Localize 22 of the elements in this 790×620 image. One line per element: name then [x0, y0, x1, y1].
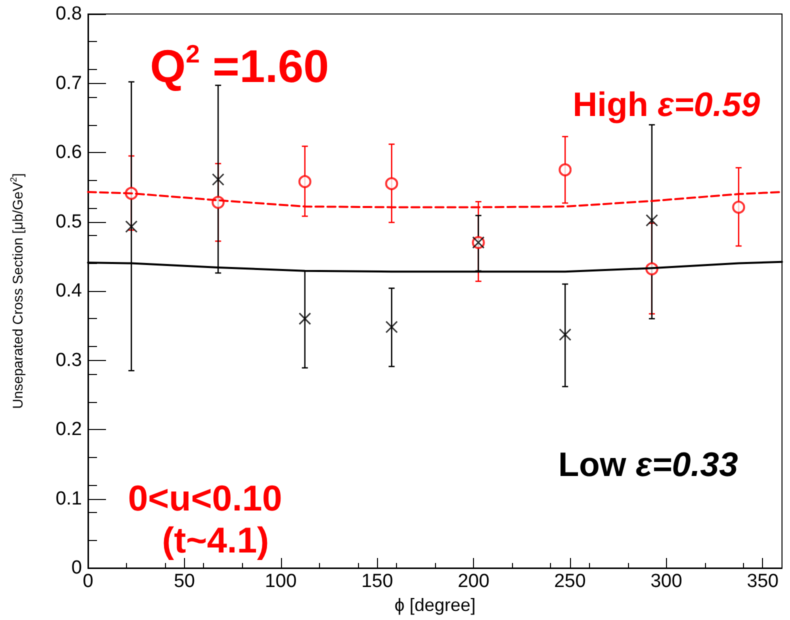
x-tick-label: 150: [361, 571, 394, 592]
x-tick-label: 50: [174, 571, 195, 592]
series-label: High ε=0.59: [572, 86, 760, 124]
x-tick-label: 350: [746, 571, 779, 592]
x-tick-label: 250: [554, 571, 586, 592]
y-tick-label: 0.3: [56, 350, 82, 371]
y-tick-label: 0.6: [56, 142, 82, 163]
y-tick-label: 0.8: [56, 4, 82, 24]
y-tick-label: 0.7: [56, 72, 82, 94]
x-tick-label: 200: [458, 571, 490, 592]
y-axis-title: Unseparated Cross Section [μb/GeV2]: [8, 173, 26, 409]
y-tick-label: 0.4: [56, 280, 82, 302]
y-tick-label: 0.5: [56, 211, 82, 232]
x-axis-title: ϕ [degree]: [394, 594, 476, 615]
y-tick-label: 0.2: [56, 419, 82, 440]
annotation: 0<u<0.10: [128, 478, 282, 518]
text: Low ε=0.33: [558, 446, 738, 484]
x-tick-label: 100: [264, 571, 297, 592]
annotation: (t~4.1): [162, 520, 270, 560]
x-tick-label: 300: [650, 571, 682, 592]
y-tick-label: 0: [71, 558, 82, 578]
y-tick-label: 0.1: [56, 488, 82, 510]
